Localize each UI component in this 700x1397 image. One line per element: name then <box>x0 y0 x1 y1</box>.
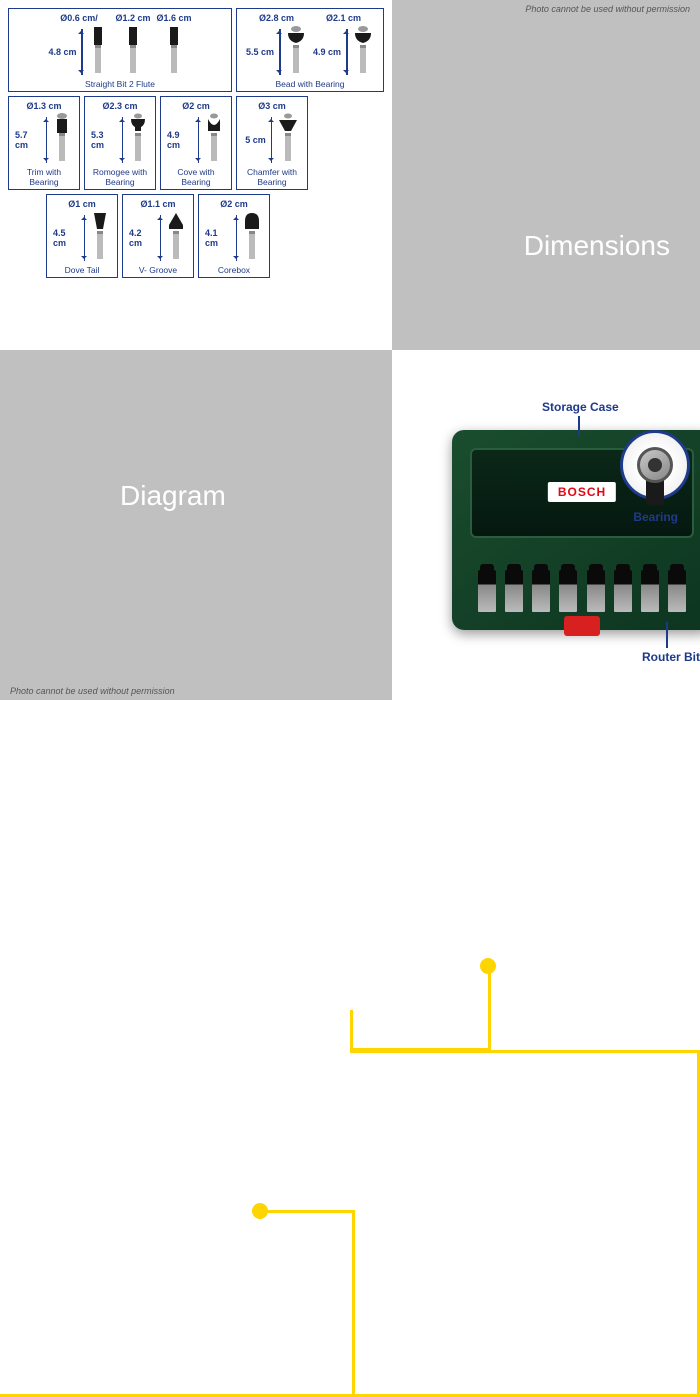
bits-panel: Ø0.6 cm/4.8 cmØ1.2 cmØ1.6 cmStraight Bit… <box>0 0 392 286</box>
bit-group: Ø2.8 cm5.5 cmØ2.1 cm4.9 cmBead with Bear… <box>236 8 384 92</box>
watermark-bl: Photo cannot be used without permission <box>10 686 175 696</box>
diagram-title: Diagram <box>120 480 226 512</box>
bit-group: Ø2 cm4.9 cmCove with Bearing <box>160 96 232 190</box>
callout-storage-case: Storage Case <box>542 400 619 414</box>
bit-group: Ø1.1 cm4.2 cmV- Groove <box>122 194 194 278</box>
quadrant-dimensions: Photo cannot be used without permission … <box>392 0 700 350</box>
bearing-detail <box>620 430 690 500</box>
callout-bearing: Bearing <box>633 510 678 524</box>
dimensions-title: Dimensions <box>524 230 670 262</box>
bit-group: Ø1 cm4.5 cmDove Tail <box>46 194 118 278</box>
bit-group: Ø3 cm5 cmChamfer with Bearing <box>236 96 308 190</box>
brand-logo: BOSCH <box>548 482 616 502</box>
bit-group: Ø0.6 cm/4.8 cmØ1.2 cmØ1.6 cmStraight Bit… <box>8 8 232 92</box>
case-latch <box>564 616 600 636</box>
watermark-tr: Photo cannot be used without permission <box>525 4 690 14</box>
bit-group: Ø2 cm4.1 cmCorebox <box>198 194 270 278</box>
quadrant-product: BOSCH Storage Case Bearing Router Bit <box>392 350 700 700</box>
callout-router-bit: Router Bit <box>642 650 700 664</box>
main-grid: Ø0.6 cm/4.8 cmØ1.2 cmØ1.6 cmStraight Bit… <box>0 0 700 700</box>
quadrant-bits: Ø0.6 cm/4.8 cmØ1.2 cmØ1.6 cmStraight Bit… <box>0 0 392 350</box>
quadrant-diagram-label: Photo cannot be used without permission … <box>0 350 392 700</box>
bit-group: Ø1.3 cm5.7 cmTrim with Bearing <box>8 96 80 190</box>
bit-group: Ø2.3 cm5.3 cmRomogee with Bearing <box>84 96 156 190</box>
